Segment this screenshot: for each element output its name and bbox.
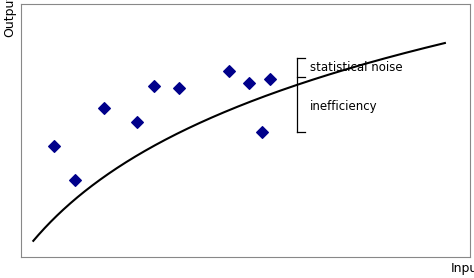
- Point: [258, 129, 266, 134]
- Point: [50, 144, 58, 148]
- Point: [150, 84, 158, 88]
- Text: inefficiency: inefficiency: [310, 100, 377, 113]
- Point: [71, 177, 79, 182]
- Text: statistical noise: statistical noise: [310, 61, 402, 74]
- Y-axis label: Output: Output: [3, 0, 16, 37]
- Point: [225, 69, 233, 74]
- Point: [246, 81, 253, 86]
- Point: [100, 105, 108, 110]
- Point: [175, 86, 182, 91]
- Point: [266, 76, 274, 81]
- Point: [134, 120, 141, 124]
- X-axis label: Input: Input: [451, 262, 474, 275]
